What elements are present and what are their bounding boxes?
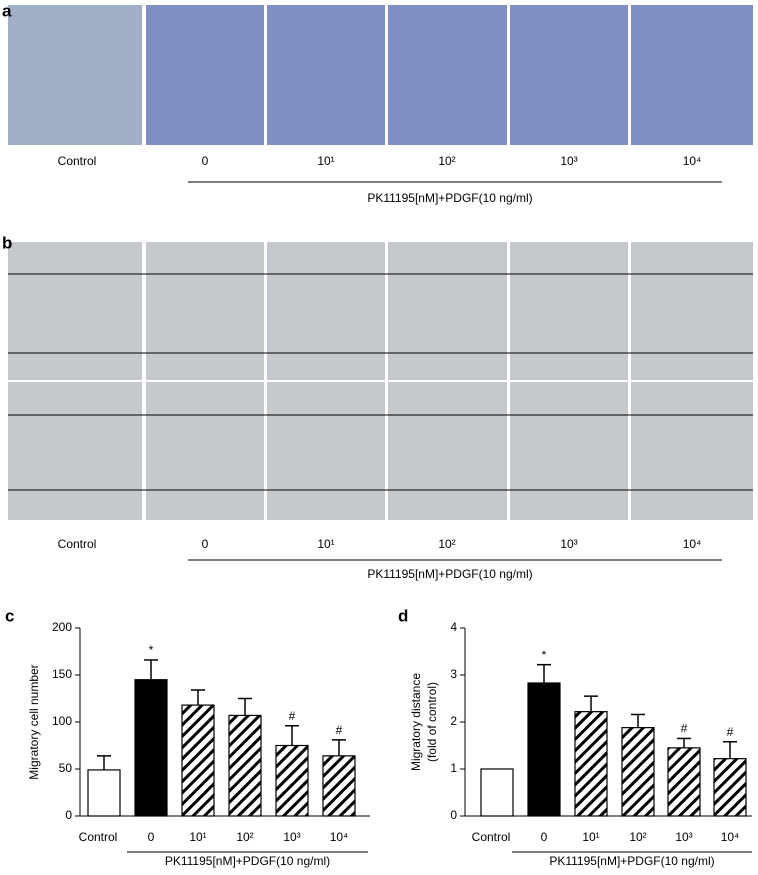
micrograph [510,242,628,380]
condition-label: 10⁴ [683,154,702,168]
panel-label: d [398,606,408,625]
bar [181,704,215,817]
micrograph [146,5,264,145]
bar [713,758,747,817]
micrograph [510,382,628,520]
y-tick-label: 1 [450,761,457,775]
y-tick-label: 150 [52,667,72,681]
bar [134,679,168,817]
bar [480,768,514,817]
condition-label: Control [58,537,97,551]
condition-label: Control [58,154,97,168]
y-tick-label: 0 [65,808,72,822]
y-tick-label: 100 [52,714,72,728]
micrograph [8,242,142,380]
bar [527,682,561,817]
bar [574,711,608,817]
x-tick-label: 10² [236,830,253,844]
x-tick-label: 10⁴ [721,830,740,844]
y-tick-label: 0 [450,808,457,822]
x-tick-label: 0 [148,830,155,844]
bar [667,747,701,817]
condition-label: 0 [202,537,209,551]
significance-marker: # [727,725,734,739]
y-tick-label: 50 [59,761,73,775]
micrograph [631,382,753,520]
group-label: PK11195[nM]+PDGF(10 ng/ml) [367,567,532,581]
group-label: PK11195[nM]+PDGF(10 ng/ml) [549,854,714,868]
micrograph [267,382,385,520]
condition-label: 10¹ [317,537,334,551]
micrograph [146,242,264,380]
significance-marker: # [289,709,296,723]
y-axis-label: Migratory cell number [27,664,41,779]
condition-label: 10² [438,154,455,168]
bar [228,714,262,817]
panel-label: a [2,1,12,20]
condition-label: 10² [438,537,455,551]
micrograph [8,5,142,145]
micrograph [267,242,385,380]
micrograph [8,382,142,520]
x-tick-label: Control [79,830,118,844]
y-axis-label: (fold of control) [425,682,439,762]
x-tick-label: 10¹ [189,830,206,844]
condition-label: 10³ [560,537,577,551]
x-tick-label: 10⁴ [330,830,349,844]
micrograph [631,242,753,380]
micrographs [8,5,753,520]
condition-label: 0 [202,154,209,168]
bar [322,755,356,817]
significance-marker: * [149,643,154,657]
micrograph [388,242,507,380]
y-tick-label: 3 [450,667,457,681]
condition-label: 10³ [560,154,577,168]
y-axis-label: Migratory distance [409,673,423,771]
x-tick-label: 10³ [675,830,692,844]
bar [87,769,121,817]
bar [275,744,309,817]
x-tick-label: 0 [541,830,548,844]
bar [621,727,655,817]
panel-label: c [5,606,14,625]
x-tick-label: Control [472,830,511,844]
significance-marker: # [681,722,688,736]
micrograph [388,382,507,520]
micrograph [146,382,264,520]
y-tick-label: 2 [450,714,457,728]
micrograph [631,5,753,145]
y-tick-label: 4 [450,620,457,634]
micrograph [510,5,628,145]
group-label: PK11195[nM]+PDGF(10 ng/ml) [165,854,330,868]
x-tick-label: 10³ [283,830,300,844]
x-tick-label: 10¹ [582,830,599,844]
group-label: PK11195[nM]+PDGF(10 ng/ml) [367,191,532,205]
significance-marker: # [336,723,343,737]
significance-marker: * [542,648,547,662]
micrograph [267,5,385,145]
x-tick-label: 10² [629,830,646,844]
condition-label: 10⁴ [683,537,702,551]
y-tick-label: 200 [52,620,72,634]
panel-label: b [2,233,12,252]
micrograph [388,5,507,145]
condition-label: 10¹ [317,154,334,168]
